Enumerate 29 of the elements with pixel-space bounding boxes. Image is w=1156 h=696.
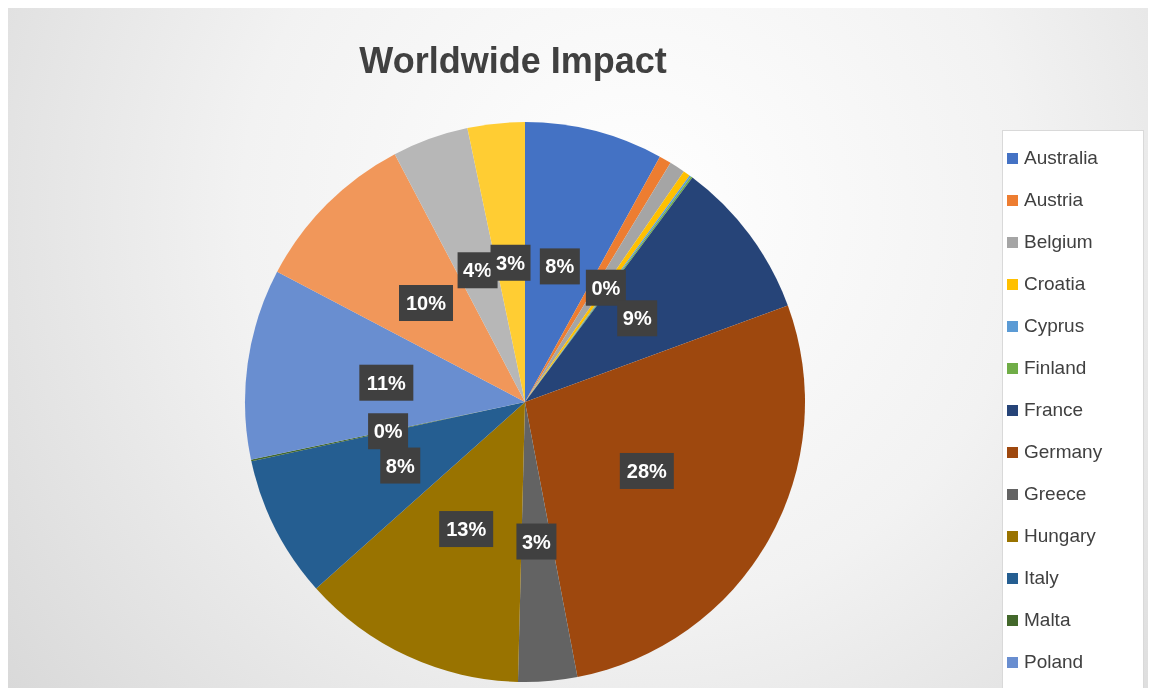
data-label: 8% bbox=[385, 454, 415, 477]
legend-label: France bbox=[1024, 399, 1084, 421]
data-label: 0% bbox=[373, 420, 403, 443]
data-label: 4% bbox=[463, 259, 493, 282]
legend-label: Germany bbox=[1024, 441, 1103, 463]
legend-label: Croatia bbox=[1024, 273, 1086, 295]
data-label: 3% bbox=[496, 251, 526, 274]
data-label: 11% bbox=[366, 371, 407, 394]
data-label: 9% bbox=[622, 307, 652, 330]
legend-label: Austria bbox=[1024, 189, 1084, 211]
legend-label: Italy bbox=[1024, 567, 1059, 589]
data-label: 10% bbox=[405, 292, 447, 315]
chart-title: Worldwide Impact bbox=[358, 40, 668, 82]
legend-label: Cyprus bbox=[1024, 315, 1085, 337]
legend-label: Malta bbox=[1024, 609, 1071, 631]
legend-label: Australia bbox=[1024, 147, 1098, 169]
legend-label: Poland bbox=[1024, 651, 1084, 673]
legend-label: Greece bbox=[1024, 483, 1087, 505]
legend-label: Finland bbox=[1024, 357, 1087, 379]
pie-slice bbox=[525, 122, 660, 402]
legend-label: Belgium bbox=[1024, 231, 1093, 253]
pie-slice bbox=[525, 177, 788, 402]
legend-label: Hungary bbox=[1024, 525, 1096, 547]
pie-slice bbox=[277, 154, 525, 402]
data-label: 3% bbox=[521, 530, 552, 553]
data-label: 8% bbox=[545, 255, 575, 278]
data-label: 28% bbox=[626, 459, 668, 482]
data-label: 0% bbox=[591, 276, 621, 299]
data-label: 13% bbox=[446, 518, 487, 541]
